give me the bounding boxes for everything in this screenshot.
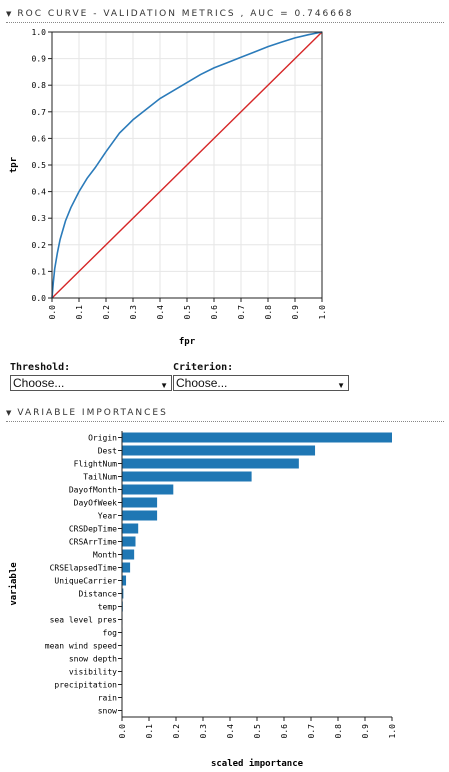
roc-x-tick-label: 0.7 bbox=[237, 305, 246, 320]
threshold-select[interactable]: Choose... ▼ bbox=[10, 375, 172, 391]
varimp-section-header[interactable]: ▼ VARIABLE IMPORTANCES bbox=[6, 408, 168, 418]
vi-x-tick-label: 0.3 bbox=[199, 724, 208, 739]
collapse-caret-icon[interactable]: ▼ bbox=[6, 409, 14, 417]
importance-bar bbox=[122, 588, 124, 599]
vi-category-label: visibility bbox=[69, 668, 117, 677]
roc-plot-frame bbox=[51, 31, 323, 299]
roc-x-tick-label: 0.1 bbox=[75, 305, 84, 320]
roc-y-tick-label: 0.8 bbox=[32, 81, 47, 90]
vi-category-label: DayOfWeek bbox=[74, 499, 118, 508]
roc-x-tick-label: 0.9 bbox=[291, 305, 300, 320]
vi-category-label: Distance bbox=[78, 590, 117, 599]
importance-bar bbox=[122, 510, 158, 521]
variable-importance-chart: Origin Dest FlightNum TailNum DayofMonth DayO… bbox=[8, 431, 397, 769]
criterion-label: Criterion: bbox=[173, 362, 234, 373]
varimp-header-divider bbox=[6, 421, 444, 422]
collapse-caret-icon[interactable]: ▼ bbox=[6, 10, 14, 18]
vi-category-label: sea level pres bbox=[50, 616, 118, 625]
importance-bar bbox=[122, 497, 158, 508]
roc-x-tick-label: 0.6 bbox=[210, 305, 219, 320]
vi-x-tick-label: 1.0 bbox=[388, 724, 397, 739]
roc-x-tick-label: 0.8 bbox=[264, 305, 273, 320]
vi-category-label: mean wind speed bbox=[45, 642, 117, 651]
vi-category-label: Dest bbox=[98, 447, 117, 456]
vi-x-tick-label: 0.6 bbox=[280, 724, 289, 739]
roc-x-tick-label: 0.2 bbox=[102, 305, 111, 320]
roc-x-tick-label: 0.4 bbox=[156, 305, 165, 320]
roc-y-tick-label: 0.3 bbox=[32, 214, 47, 223]
roc-x-tick-label: 0.5 bbox=[183, 305, 192, 320]
vi-category-label: fog bbox=[103, 629, 118, 638]
varimp-section-title: VARIABLE IMPORTANCES bbox=[17, 408, 168, 418]
roc-section-header[interactable]: ▼ ROC CURVE - VALIDATION METRICS , AUC = … bbox=[6, 9, 353, 19]
roc-y-tick-label: 0.1 bbox=[32, 267, 47, 276]
importance-bar bbox=[122, 458, 299, 469]
roc-y-tick-label: 1.0 bbox=[32, 28, 47, 37]
vi-category-label: Month bbox=[93, 551, 117, 560]
roc-diagonal-line bbox=[51, 31, 323, 299]
vi-category-label: UniqueCarrier bbox=[54, 577, 117, 586]
roc-x-tick-label: 0.3 bbox=[129, 305, 138, 320]
vi-y-axis-label: variable bbox=[8, 562, 19, 606]
roc-x-axis-label: fpr bbox=[179, 337, 196, 347]
roc-curve-line bbox=[51, 31, 323, 299]
vi-category-label: Origin bbox=[88, 434, 117, 443]
vi-x-tick-label: 0.9 bbox=[361, 724, 370, 739]
vi-x-tick-label: 0.0 bbox=[118, 724, 127, 739]
roc-x-tick-label: 1.0 bbox=[318, 305, 327, 320]
roc-y-axis-label: tpr bbox=[9, 156, 19, 173]
vi-category-label: snow depth bbox=[69, 655, 117, 664]
roc-x-tick-label: 0.0 bbox=[48, 305, 57, 320]
vi-x-tick-label: 0.4 bbox=[226, 724, 235, 739]
vi-category-label: Year bbox=[98, 512, 117, 521]
roc-y-tick-label: 0.2 bbox=[32, 241, 47, 250]
vi-category-label: CRSDepTime bbox=[69, 525, 117, 534]
vi-x-tick-label: 0.1 bbox=[145, 724, 154, 739]
vi-x-tick-label: 0.8 bbox=[334, 724, 343, 739]
vi-category-label: CRSElapsedTime bbox=[50, 564, 118, 573]
roc-y-tick-label: 0.0 bbox=[32, 294, 47, 303]
importance-bar bbox=[122, 549, 135, 560]
vi-x-tick-label: 0.2 bbox=[172, 724, 181, 739]
roc-y-tick-label: 0.6 bbox=[32, 134, 47, 143]
importance-bar bbox=[122, 432, 392, 443]
criterion-select-value: Choose... bbox=[176, 376, 228, 390]
importance-bar bbox=[122, 523, 139, 534]
roc-section-title: ROC CURVE - VALIDATION METRICS , AUC = 0… bbox=[17, 9, 354, 19]
threshold-label: Threshold: bbox=[10, 362, 71, 373]
roc-y-tick-label: 0.7 bbox=[32, 108, 47, 117]
criterion-select[interactable]: Choose... ▼ bbox=[173, 375, 349, 391]
vi-category-label: FlightNum bbox=[74, 460, 118, 469]
vi-category-label: TailNum bbox=[83, 473, 117, 482]
importance-bar bbox=[122, 445, 316, 456]
vi-category-label: rain bbox=[98, 694, 117, 703]
roc-y-tick-label: 0.5 bbox=[32, 161, 47, 170]
roc-header-divider bbox=[6, 22, 444, 23]
dropdown-arrow-icon: ▼ bbox=[337, 381, 345, 390]
importance-bar bbox=[122, 536, 136, 547]
importance-bar bbox=[122, 575, 127, 586]
dropdown-arrow-icon: ▼ bbox=[160, 381, 168, 390]
roc-y-tick-label: 0.4 bbox=[32, 188, 47, 197]
vi-category-label: CRSArrTime bbox=[69, 538, 117, 547]
vi-x-axis-label: scaled importance bbox=[211, 758, 304, 769]
threshold-select-value: Choose... bbox=[13, 376, 65, 390]
importance-bar bbox=[122, 562, 131, 573]
vi-category-label: DayofMonth bbox=[69, 486, 117, 495]
vi-x-tick-label: 0.5 bbox=[253, 724, 262, 739]
vi-category-label: temp bbox=[98, 603, 117, 612]
importance-bar bbox=[122, 484, 174, 495]
vi-category-label: snow bbox=[98, 707, 117, 716]
importance-bar bbox=[122, 471, 252, 482]
roc-y-tick-label: 0.9 bbox=[32, 55, 47, 64]
vi-category-label: precipitation bbox=[54, 681, 117, 690]
vi-x-tick-label: 0.7 bbox=[307, 724, 316, 739]
roc-chart: 0.0 0.1 0.2 0.3 0.4 0.5 0.6 0.7 0.8 0.9 1.0 0.0 0.1… bbox=[9, 28, 327, 347]
